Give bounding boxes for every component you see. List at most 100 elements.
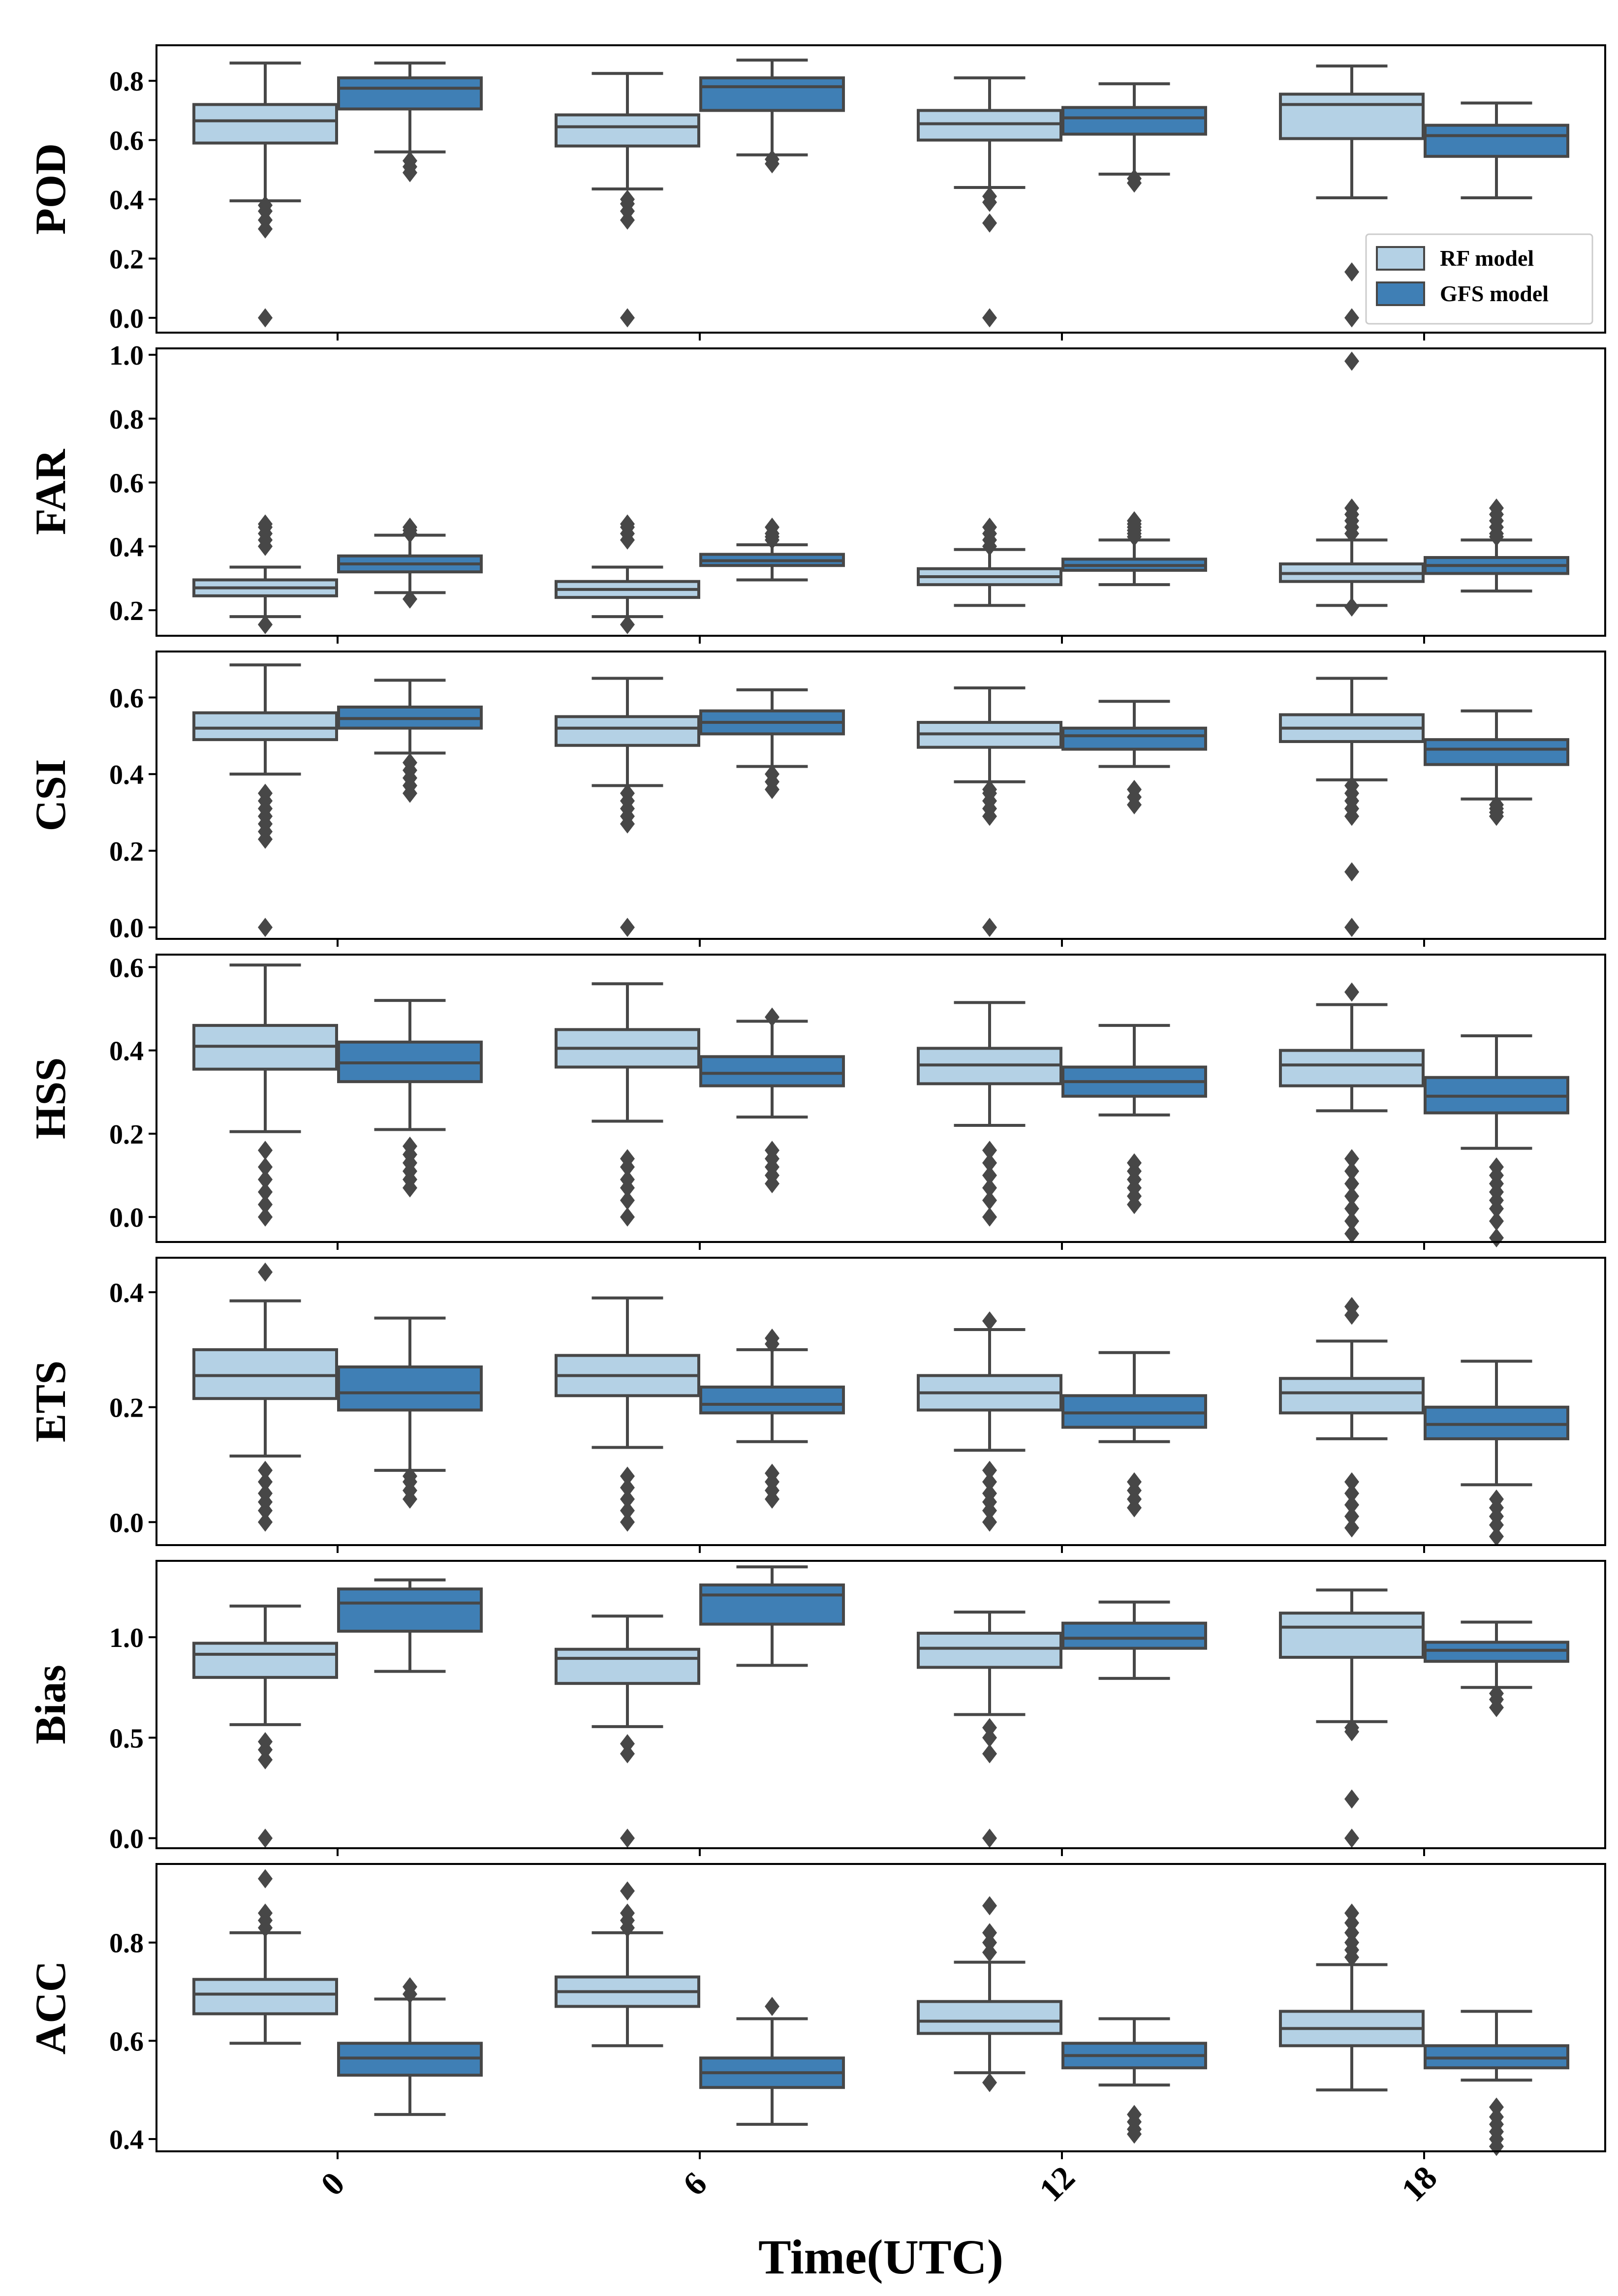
y-tick-label: 0.2 (109, 244, 144, 275)
outlier-point (765, 1007, 779, 1027)
outlier-point (620, 308, 635, 328)
y-tick-label: 0.5 (109, 1723, 144, 1754)
outlier-point (982, 1896, 997, 1916)
gfs-box-6 (699, 1329, 845, 1509)
outlier-point (1344, 1718, 1359, 1738)
gfs-box-6 (699, 59, 845, 174)
iqr-box (1424, 1641, 1569, 1663)
outlier-point (1489, 2107, 1504, 2127)
iqr-box (1279, 93, 1425, 140)
rf-box-6 (555, 677, 700, 937)
y-axis-label: Bias (27, 1665, 75, 1744)
outlier-point (1344, 862, 1359, 882)
outlier-point (1344, 498, 1359, 518)
legend-swatch-rf (1376, 246, 1425, 271)
outlier-point (403, 1977, 417, 1997)
iqr-box (1424, 738, 1569, 766)
outlier-point (403, 589, 417, 609)
outlier-point (1127, 779, 1142, 799)
outlier-point (258, 1460, 273, 1480)
gfs-box-0 (337, 999, 483, 1198)
outlier-point (982, 1484, 997, 1503)
iqr-box (337, 1587, 483, 1633)
y-tick-label: 0.4 (109, 760, 144, 790)
gfs-box-18 (1424, 2010, 1569, 2156)
outlier-point (620, 1881, 635, 1901)
outlier-point (765, 517, 779, 537)
outlier-point (1489, 1228, 1504, 1248)
gfs-box-0 (337, 1977, 483, 2116)
rf-box-0 (192, 663, 338, 937)
outlier-point (982, 1178, 997, 1198)
iqr-box (699, 1583, 845, 1626)
outlier-point (765, 150, 779, 169)
outlier-point (1489, 1211, 1504, 1231)
rf-box-0 (192, 62, 338, 328)
outlier-point (1344, 1186, 1359, 1206)
rf-box-6 (555, 1881, 700, 2048)
gfs-box-18 (1424, 1360, 1569, 1546)
rf-box-18 (1279, 677, 1425, 937)
panel-frame (156, 1863, 1606, 2152)
y-axis-label: ETS (27, 1361, 75, 1442)
outlier-point (982, 1943, 997, 1962)
outlier-point (258, 918, 273, 937)
gfs-box-12 (1061, 1351, 1207, 1518)
iqr-box (1424, 124, 1569, 158)
y-axis-label: FAR (27, 448, 75, 535)
outlier-point (1344, 776, 1359, 796)
outlier-point (620, 1170, 635, 1189)
outlier-point (1127, 1153, 1142, 1173)
outlier-point (1344, 1518, 1359, 1538)
y-tick-label: 0.0 (109, 913, 144, 944)
rf-box-18 (1279, 1588, 1425, 1848)
x-axis-label: Time(UTC) (758, 2230, 1003, 2284)
outlier-point (982, 1460, 997, 1480)
rf-box-12 (917, 1611, 1062, 1848)
outlier-point (1489, 498, 1504, 518)
outlier-point (982, 1933, 997, 1953)
outlier-point (1489, 1526, 1504, 1546)
gfs-box-0 (337, 517, 483, 609)
outlier-point (403, 517, 417, 537)
rf-box-12 (917, 517, 1062, 607)
rf-box-6 (555, 1296, 700, 1532)
outlier-point (403, 151, 417, 171)
rf-box-6 (555, 514, 700, 634)
outlier-point (620, 1501, 635, 1520)
outlier-point (258, 1750, 273, 1769)
gfs-box-6 (699, 1565, 845, 1667)
outlier-point (258, 1512, 273, 1532)
y-tick-label: 0.8 (109, 1928, 144, 1959)
panel-csi: 0.0 0.2 0.4 0.6 CSI (27, 651, 1606, 947)
outlier-point (765, 1463, 779, 1483)
outlier-point (1344, 1923, 1359, 1943)
legend-label-gfs: GFS model (1440, 281, 1549, 306)
outlier-point (982, 779, 997, 799)
outlier-point (620, 1478, 635, 1497)
y-tick-label: 0.6 (109, 126, 144, 156)
iqr-box (192, 1642, 338, 1679)
outlier-point (1344, 1495, 1359, 1515)
gfs-box-12 (1061, 2017, 1207, 2144)
rf-box-0 (192, 1604, 338, 1848)
outlier-point (620, 1903, 635, 1923)
rf-box-18 (1279, 64, 1425, 328)
outlier-point (258, 1869, 273, 1889)
panel-far: 0.2 0.4 0.6 0.8 1.0 FAR (27, 341, 1606, 644)
rf-box-6 (555, 982, 700, 1227)
outlier-point (1489, 795, 1504, 814)
outlier-point (1127, 1472, 1142, 1492)
panel-hss: 0.0 0.2 0.4 0.6 HSS (27, 953, 1606, 1250)
rf-box-18 (1279, 1297, 1425, 1538)
y-axis-label: HSS (27, 1057, 75, 1139)
outlier-point (982, 308, 997, 328)
iqr-box (699, 1385, 845, 1415)
outlier-point (765, 764, 779, 784)
outlier-point (982, 1512, 997, 1532)
outlier-point (1344, 1149, 1359, 1169)
outlier-point (1127, 2105, 1142, 2124)
iqr-box (337, 1365, 483, 1412)
legend-swatch-gfs (1376, 281, 1425, 306)
y-tick-label: 0.2 (109, 596, 144, 626)
